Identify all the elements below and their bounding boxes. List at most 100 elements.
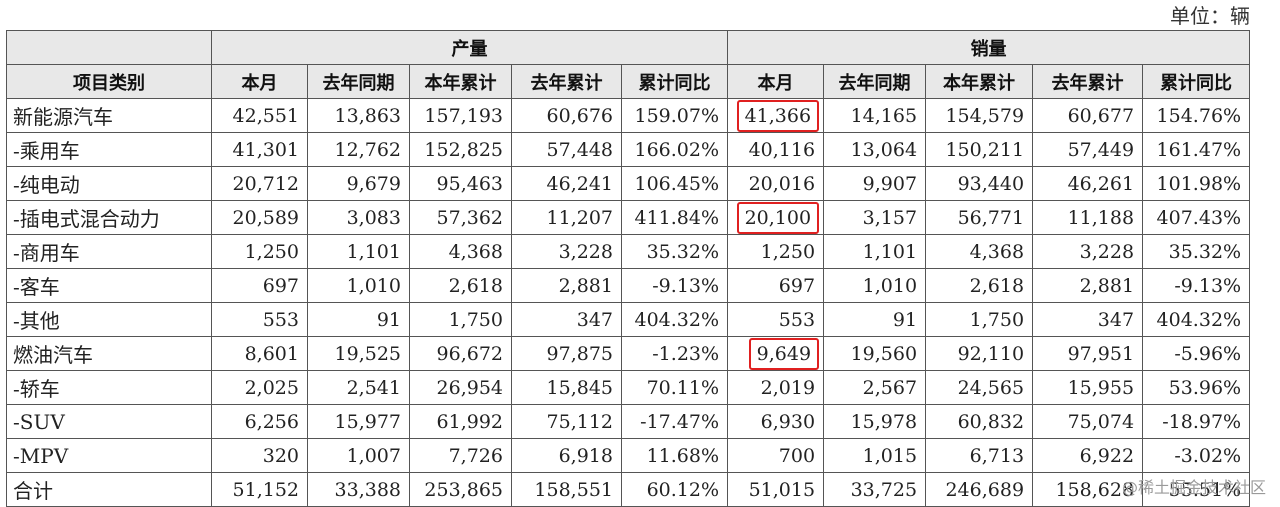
highlight-box: 20,100 — [736, 201, 820, 234]
table-cell: 154.76% — [1142, 98, 1251, 133]
table-cell: 157,193 — [409, 98, 512, 133]
table-cell: 404.32% — [620, 302, 729, 337]
table-cell: 6,256 — [211, 404, 308, 439]
table-cell: 150,211 — [925, 132, 1034, 167]
table-row: -SUV 6,256 15,977 61,992 75,112 -17.47% 6,930 1… — [6, 404, 1251, 439]
table-cell: 166.02% — [620, 132, 729, 167]
row-label: -MPV — [6, 438, 212, 473]
table-cell: 26,954 — [409, 370, 512, 405]
table-cell: 1,250 — [211, 234, 308, 269]
table-cell: 154,579 — [925, 98, 1034, 133]
table-cell: 2,618 — [409, 268, 512, 303]
table-cell: 46,241 — [511, 166, 622, 201]
table-row: -客车 697 1,010 2,618 2,881 -9.13% 697 1,010 2,618… — [6, 268, 1251, 303]
table-cell: 4,368 — [409, 234, 512, 269]
table-cell: 92,110 — [925, 336, 1034, 371]
table-cell: 57,449 — [1032, 132, 1144, 167]
table-cell: 33,725 — [823, 472, 927, 507]
table-cell: 8,601 — [211, 336, 308, 371]
row-label: -商用车 — [6, 234, 212, 269]
table-cell: 14,165 — [823, 98, 927, 133]
table-cell: 3,083 — [307, 200, 410, 235]
table-cell: 11,188 — [1032, 200, 1144, 235]
table-cell: 320 — [211, 438, 308, 473]
table-cell: 35.32% — [1142, 234, 1251, 269]
table-cell: 2,618 — [925, 268, 1034, 303]
row-label: 新能源汽车 — [6, 98, 212, 133]
table-cell: 55.51% — [1142, 472, 1251, 507]
table-row: -纯电动 20,712 9,679 95,463 46,241 106.45% 20,016… — [6, 166, 1251, 201]
row-label: -纯电动 — [6, 166, 212, 201]
column-header: 本年累计 — [409, 64, 512, 99]
table-cell: 1,010 — [823, 268, 927, 303]
table-cell-highlighted: 41,366 — [727, 98, 825, 133]
table-cell: 553 — [211, 302, 308, 337]
table-cell: 3,157 — [823, 200, 927, 235]
column-header: 去年累计 — [511, 64, 622, 99]
row-label: -插电式混合动力 — [6, 200, 212, 235]
table-cell: 159.07% — [620, 98, 729, 133]
table-cell: 347 — [1032, 302, 1144, 337]
table-cell: 6,918 — [511, 438, 622, 473]
table-cell: 15,978 — [823, 404, 927, 439]
column-header: 本月 — [727, 64, 825, 99]
table-row: -插电式混合动力 20,589 3,083 57,362 11,207 411.84% 20… — [6, 200, 1251, 235]
table-cell: 1,101 — [823, 234, 927, 269]
table-cell: 6,922 — [1032, 438, 1144, 473]
table-cell: -9.13% — [1142, 268, 1251, 303]
table-cell: 1,750 — [409, 302, 512, 337]
table-cell: -18.97% — [1142, 404, 1251, 439]
table-cell: 15,955 — [1032, 370, 1144, 405]
table-cell: 101.98% — [1142, 166, 1251, 201]
table-cell: 97,951 — [1032, 336, 1144, 371]
table-cell: 95,463 — [409, 166, 512, 201]
table-cell-highlighted: 20,100 — [727, 200, 825, 235]
table-cell: 106.45% — [620, 166, 729, 201]
table-row: -商用车 1,250 1,101 4,368 3,228 35.32% 1,250 1,101… — [6, 234, 1251, 269]
unit-label: 单位：辆 — [1170, 4, 1250, 28]
table-cell: 20,016 — [727, 166, 825, 201]
header-sales: 销量 — [727, 30, 1251, 65]
highlight-box: 9,649 — [748, 337, 820, 370]
table-body: 新能源汽车 42,551 13,863 157,193 60,676 159.07% 41,… — [6, 98, 1251, 507]
table-cell: 700 — [727, 438, 825, 473]
table-cell: 158,628 — [1032, 472, 1144, 507]
table-cell: 51,015 — [727, 472, 825, 507]
table-cell: 2,881 — [1032, 268, 1144, 303]
table-cell: 2,025 — [211, 370, 308, 405]
header-category: 项目类别 — [6, 64, 212, 99]
table-cell: 56,771 — [925, 200, 1034, 235]
header-group-row: 产量 销量 — [6, 30, 1251, 65]
row-label: 合计 — [6, 472, 212, 507]
table-cell: 404.32% — [1142, 302, 1251, 337]
table-cell: 53.96% — [1142, 370, 1251, 405]
table-cell: 697 — [211, 268, 308, 303]
table-cell: 15,845 — [511, 370, 622, 405]
column-header: 去年同期 — [307, 64, 410, 99]
header-column-row: 项目类别 本月 去年同期 本年累计 去年累计 累计同比 本月 去年同期 本年累计 去年累计 累计同… — [6, 64, 1251, 99]
table-cell: 61,992 — [409, 404, 512, 439]
table-cell: 60.12% — [620, 472, 729, 507]
table-cell: 1,010 — [307, 268, 410, 303]
table-cell: 42,551 — [211, 98, 308, 133]
table-cell: 1,007 — [307, 438, 410, 473]
table-row: -其他 553 91 1,750 347 404.32% 553 91 1,750 347 404.… — [6, 302, 1251, 337]
column-header: 本年累计 — [925, 64, 1034, 99]
table-cell: 91 — [823, 302, 927, 337]
table-cell: 60,832 — [925, 404, 1034, 439]
table-cell: 161.47% — [1142, 132, 1251, 167]
table-row: -轿车 2,025 2,541 26,954 15,845 70.11% 2,019 2,56… — [6, 370, 1251, 405]
table-cell: 11.68% — [620, 438, 729, 473]
column-header: 本月 — [211, 64, 308, 99]
table-cell: 75,074 — [1032, 404, 1144, 439]
table-cell: 6,930 — [727, 404, 825, 439]
table-cell: 9,907 — [823, 166, 927, 201]
table-cell: -1.23% — [620, 336, 729, 371]
table-cell: -9.13% — [620, 268, 729, 303]
table-cell: 12,762 — [307, 132, 410, 167]
table-cell: -3.02% — [1142, 438, 1251, 473]
row-label: -乘用车 — [6, 132, 212, 167]
table-cell: -17.47% — [620, 404, 729, 439]
table-cell: 70.11% — [620, 370, 729, 405]
table-cell: 46,261 — [1032, 166, 1144, 201]
